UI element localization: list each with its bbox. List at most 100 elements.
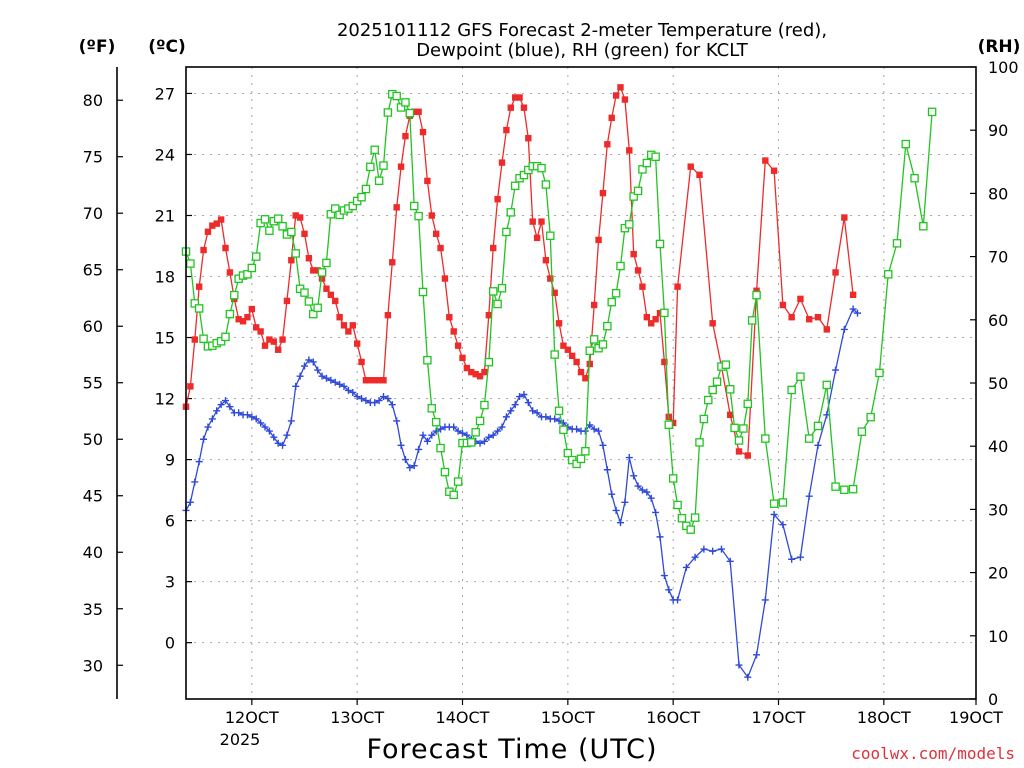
relative-humidity-point <box>186 259 195 268</box>
relative-humidity-point <box>730 423 739 433</box>
2-meter-temperature-point <box>384 311 392 319</box>
2-meter-temperature-point <box>498 159 506 166</box>
2-meter-temperature-point <box>411 108 418 115</box>
relative-humidity-point <box>221 332 230 342</box>
relative-humidity-point <box>309 309 318 319</box>
2-meter-temperature-point <box>239 318 247 325</box>
dewpoint-series <box>182 305 861 681</box>
relative-humidity-point <box>883 270 893 279</box>
dewpoint-point <box>485 433 493 441</box>
x-tick-label: 18OCT <box>857 708 911 727</box>
2-meter-temperature-point <box>332 297 339 305</box>
2-meter-temperature-point <box>617 84 624 91</box>
dewpoint-point <box>243 411 251 419</box>
relative-humidity-point <box>668 474 678 483</box>
relative-humidity-point <box>559 425 568 435</box>
plot-frame <box>185 66 977 700</box>
2-meter-temperature-point <box>823 326 830 333</box>
relative-humidity-point <box>278 222 287 231</box>
relative-humidity-point <box>243 270 252 279</box>
2-meter-temperature-point <box>551 289 558 296</box>
2-meter-temperature-point <box>340 322 348 329</box>
relative-humidity-point <box>190 299 200 308</box>
relative-humidity-point <box>638 165 647 174</box>
relative-humidity-point <box>927 107 937 117</box>
dewpoint-point <box>454 427 462 435</box>
relative-humidity-point <box>330 204 340 213</box>
relative-humidity-point <box>326 210 336 219</box>
dewpoint-point <box>652 508 660 516</box>
rh-tick-label: 10 <box>988 627 1008 646</box>
2-meter-temperature-point <box>656 309 664 317</box>
dewpoint-point <box>226 403 234 411</box>
2-meter-temperature-point <box>841 214 848 221</box>
2-meter-temperature-point <box>643 313 651 321</box>
2-meter-temperature-point <box>397 163 405 170</box>
2-meter-temperature-point <box>323 285 330 292</box>
2-meter-temperature-series <box>182 84 857 459</box>
dewpoint-point <box>599 441 607 449</box>
dewpoint-point <box>235 409 243 417</box>
2-meter-temperature-point <box>608 114 615 122</box>
dewpoint-point <box>217 401 225 409</box>
2-meter-temperature-point <box>195 283 203 290</box>
relative-humidity-point <box>317 268 327 277</box>
relative-humidity-point <box>611 289 621 298</box>
x-tick-label: 19OCT <box>949 708 1003 727</box>
fahrenheit-tick-label: 35 <box>83 600 103 619</box>
relative-humidity-point <box>374 176 384 186</box>
2-meter-temperature-point <box>503 126 510 134</box>
2-meter-temperature-point <box>279 336 286 343</box>
dewpoint-point <box>660 572 668 580</box>
dewpoint-point <box>665 586 673 594</box>
relative-humidity-point <box>677 513 687 523</box>
dewpoint-point <box>573 425 581 433</box>
relative-humidity-point <box>230 290 239 300</box>
dewpoint-point <box>502 413 510 421</box>
rh-tick-label: 0 <box>988 690 998 709</box>
rh-tick-label: 100 <box>988 58 1019 77</box>
2-meter-temperature-point <box>454 342 462 349</box>
dewpoint-point <box>511 401 519 409</box>
2-meter-temperature-point <box>494 196 501 203</box>
dewpoint-point <box>200 435 208 443</box>
2-meter-temperature-point <box>573 358 580 366</box>
2-meter-temperature-point <box>727 411 734 419</box>
2-meter-temperature-point <box>753 287 760 294</box>
2-meter-temperature-point <box>687 163 694 170</box>
relative-humidity-point <box>761 434 770 443</box>
rh-tick-label: 30 <box>988 500 1008 519</box>
celsius-tick-label: 24 <box>155 145 175 164</box>
2-meter-temperature-point <box>424 177 431 185</box>
year-label: 2025 <box>220 730 261 749</box>
relative-humidity-point <box>304 297 314 306</box>
2-meter-temperature-point <box>516 94 523 101</box>
2-meter-temperature-point <box>450 328 457 335</box>
2-meter-temperature-point <box>779 301 787 309</box>
dewpoint-point <box>700 545 708 553</box>
relative-humidity-point <box>642 158 652 168</box>
x-tick-label: 15OCT <box>541 708 595 727</box>
dewpoint-point <box>257 419 265 427</box>
relative-humidity-point <box>695 438 704 447</box>
relative-humidity-point <box>589 335 599 344</box>
2-meter-temperature-point <box>310 267 317 274</box>
dewpoint-point <box>621 498 629 506</box>
dewpoint-point <box>691 553 699 561</box>
dewpoint-point <box>279 441 287 449</box>
2-meter-temperature-point <box>762 157 769 164</box>
2-meter-temperature-point <box>415 108 422 115</box>
2-meter-temperature-point <box>217 216 225 223</box>
relative-humidity-line <box>185 93 933 531</box>
dewpoint-point <box>349 388 357 396</box>
2-meter-temperature-point <box>639 283 646 290</box>
2-meter-temperature-point <box>599 189 607 197</box>
2-meter-temperature-point <box>525 134 532 142</box>
relative-humidity-point <box>848 484 858 494</box>
2-meter-temperature-point <box>476 372 484 380</box>
dewpoint-point <box>586 421 594 429</box>
series-layer <box>181 84 937 681</box>
axes <box>116 66 977 700</box>
rh-tick-label: 70 <box>988 248 1008 267</box>
relative-humidity-point <box>721 360 731 369</box>
